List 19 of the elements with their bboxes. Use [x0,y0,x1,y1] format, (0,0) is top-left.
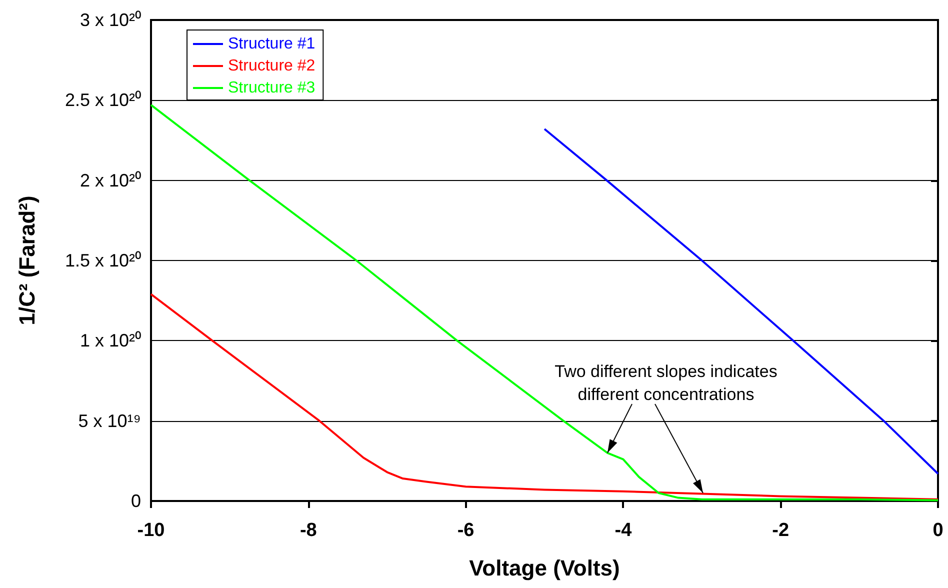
y-tick-label: 2.5 x 10²⁰ [64,90,141,110]
legend-label: Structure #2 [228,58,316,74]
y-axis-title: 1/C² (Farad²) [14,196,40,326]
legend-label: Structure #1 [228,36,316,52]
x-tick-label: -2 [772,520,790,541]
y-tick-label: 1.5 x 10²⁰ [64,250,141,270]
y-tick-label: 1 x 10²⁰ [80,330,141,351]
x-tick-label: -6 [457,520,474,541]
x-tick-label: 0 [932,520,944,541]
x-axis-title: Voltage (Volts) [469,556,620,580]
x-tick-label: -4 [614,520,632,541]
legend-label: Structure #3 [228,80,316,96]
y-tick-label: 3 x 10²⁰ [80,10,141,30]
annotation: Two different slopes indicates different concentrations [554,361,778,406]
y-tick-label: 0 [130,491,141,511]
x-tick-label: -10 [137,520,165,541]
y-tick-label: 2 x 10²⁰ [80,170,141,190]
x-tick-label: -8 [300,520,317,541]
y-tick-label: 5 x 10¹⁹ [78,410,141,431]
